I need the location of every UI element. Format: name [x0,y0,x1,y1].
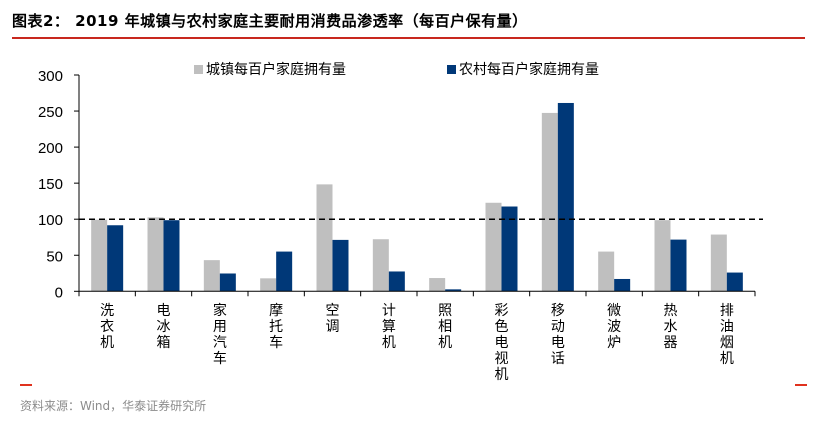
y-tick-label: 50 [46,248,63,265]
bar-urban [316,184,333,292]
y-tick-label: 0 [55,284,63,301]
x-category-label: 机 [495,367,509,383]
x-category-label: 波 [607,319,621,335]
x-category-label: 炉 [607,335,621,351]
bar-urban [598,251,615,292]
x-category-label: 车 [213,350,227,367]
bar-urban [372,239,389,292]
bar-rural [219,273,236,292]
x-category-label: 微 [607,303,621,319]
x-category-label: 衣 [100,319,114,335]
bar-rural [670,239,687,292]
source-note: 资料来源：Wind，华泰证券研究所 [20,399,207,413]
x-category-label: 移 [551,303,565,319]
x-category-label: 相 [438,319,452,335]
legend-swatch-rural [447,65,456,74]
bar-urban [91,219,108,292]
y-tick-label: 200 [38,140,63,157]
footer-mark-left [20,384,32,386]
x-category-label: 汽 [213,335,227,351]
bar-rural [614,278,631,292]
x-category-label: 用 [213,319,227,335]
bar-rural [445,289,462,292]
x-category-label: 照 [438,303,452,319]
x-category-label: 器 [664,335,678,351]
y-tick-label: 150 [38,176,63,193]
legend-label: 城镇每百户家庭拥有量 [206,61,346,78]
y-tick-label: 250 [38,104,63,121]
bar-rural [501,206,518,292]
x-category-label: 排 [720,303,734,319]
x-category-label: 彩 [495,303,509,319]
x-category-label: 洗 [100,303,114,319]
bar-urban [260,278,277,292]
x-category-label: 电 [551,335,565,351]
y-tick-label: 100 [38,212,63,229]
x-category-label: 算 [382,319,396,335]
title-divider [12,37,805,39]
x-category-label: 摩 [269,302,283,319]
bar-urban [485,202,502,292]
x-category-label: 动 [551,319,565,335]
x-category-label: 箱 [157,335,171,351]
x-category-label: 车 [269,334,283,351]
bar-urban [710,234,727,292]
bar-rural [276,251,293,292]
x-category-label: 视 [495,351,509,367]
y-tick-label: 300 [38,68,63,85]
x-category-label: 托 [269,319,283,335]
legend-swatch-urban [194,65,203,74]
x-category-label: 话 [551,351,565,367]
x-category-label: 热 [664,303,678,319]
bar-rural [557,102,574,292]
x-category-label: 电 [495,335,509,351]
bar-urban [541,112,558,292]
x-category-label: 机 [100,335,114,351]
x-category-label: 机 [382,335,396,351]
x-category-label: 冰 [157,319,171,335]
bar-urban [429,278,446,292]
x-category-label: 调 [326,319,340,335]
bar-rural [107,225,124,292]
bar-rural [726,272,743,292]
bar-urban [654,220,671,292]
bar-rural [163,220,180,292]
x-category-label: 水 [664,319,678,335]
chart-title: 图表2： 2019 年城镇与农村家庭主要耐用消费品渗透率（每百户保有量） [12,12,528,30]
legend-label: 农村每百户家庭拥有量 [459,61,599,78]
bar-rural [388,271,405,292]
bar-rural [332,239,349,292]
x-category-label: 空 [326,303,340,319]
x-category-label: 油 [720,319,734,335]
x-category-label: 色 [495,318,509,335]
x-category-label: 电 [157,303,171,319]
x-category-label: 家 [213,302,227,319]
x-category-label: 机 [438,335,452,351]
bar-urban [147,217,164,292]
bar-urban [203,260,220,292]
footer-mark-right [795,384,807,386]
x-category-label: 机 [720,351,734,367]
x-category-label: 计 [382,303,396,319]
x-category-label: 烟 [720,335,734,351]
